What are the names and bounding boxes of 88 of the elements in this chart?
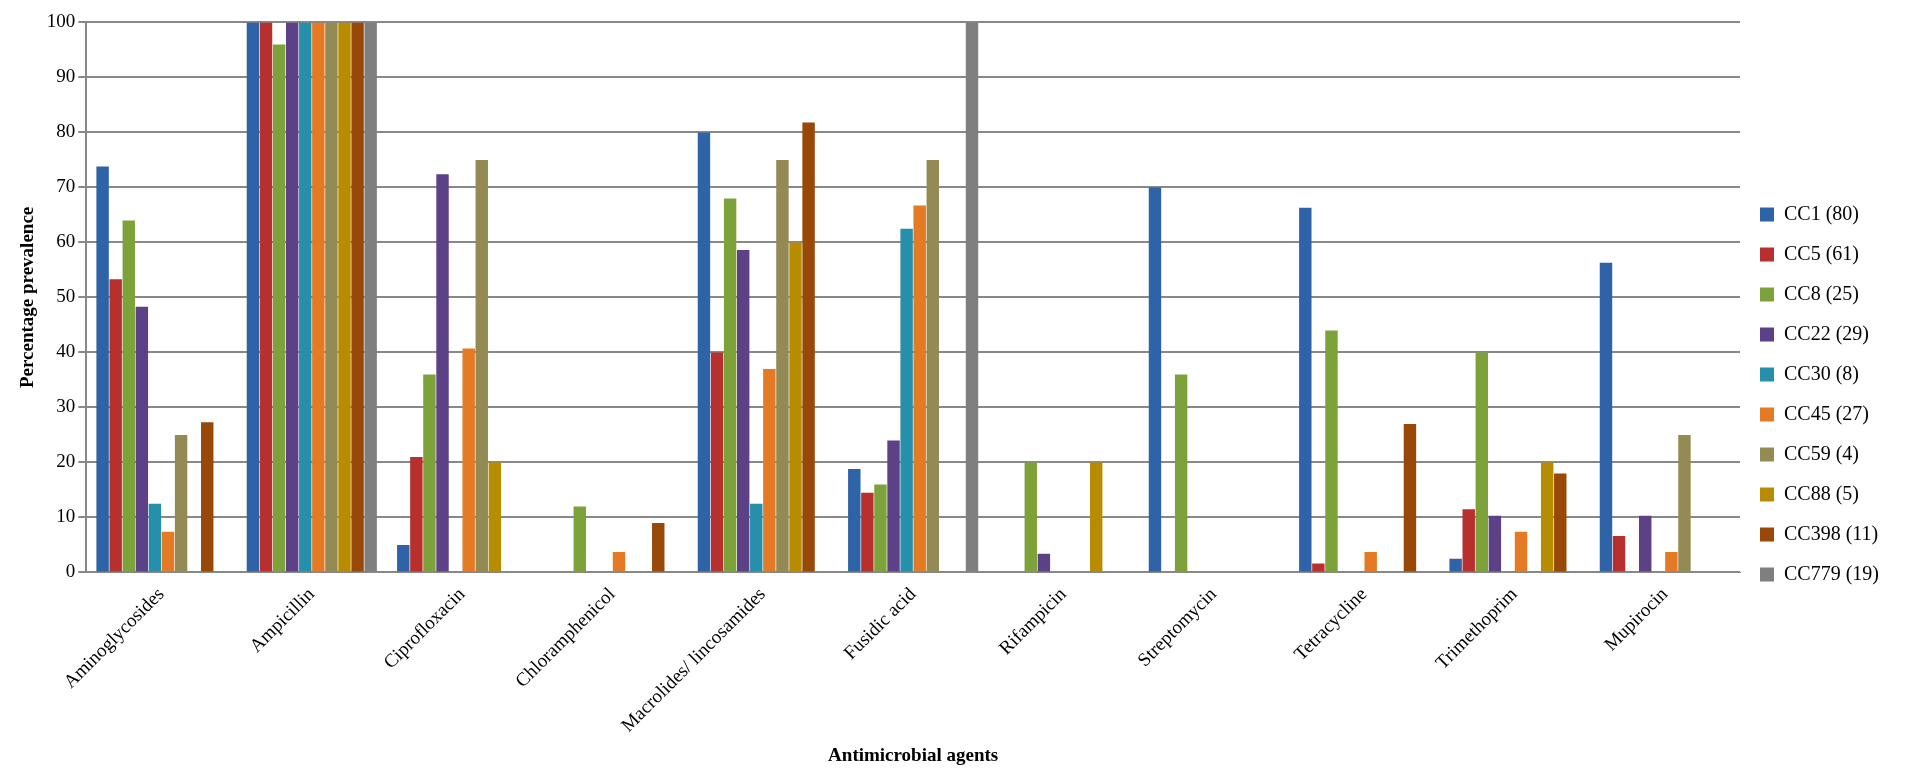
legend-label: CC779 (19) [1784, 561, 1879, 585]
y-tick-label: 30 [56, 395, 76, 417]
bar [1678, 434, 1691, 572]
bar [135, 306, 149, 572]
bar [1488, 515, 1502, 572]
bar [148, 503, 162, 572]
bar [436, 174, 449, 572]
bar [174, 434, 188, 572]
bar [1462, 509, 1475, 572]
y-tick-label: 40 [56, 340, 76, 362]
bar [1612, 536, 1626, 572]
bar [776, 159, 789, 572]
bar [1148, 187, 1162, 572]
bar [1639, 515, 1652, 572]
bar [475, 159, 488, 572]
bar [926, 159, 939, 572]
bar [1403, 423, 1417, 572]
bar [299, 22, 312, 572]
bar [874, 484, 887, 572]
bar [1364, 552, 1377, 572]
bar [1665, 552, 1678, 572]
bar [763, 368, 776, 572]
bar [410, 456, 423, 572]
bar [1037, 553, 1051, 572]
bar [285, 22, 299, 572]
bar [900, 228, 913, 572]
y-tick-label: 20 [56, 450, 76, 472]
y-tick-label: 80 [56, 120, 76, 142]
legend-label: CC8 (25) [1784, 281, 1859, 305]
bar [1599, 262, 1613, 572]
bar [1554, 473, 1567, 572]
y-axis-title: Percentage prevalence [16, 206, 38, 389]
legend-label: CC88 (5) [1784, 481, 1859, 505]
bar [1299, 207, 1312, 572]
bar [1089, 462, 1103, 572]
bar [201, 422, 214, 572]
bar [1024, 462, 1037, 572]
bar [1312, 563, 1325, 572]
bar [750, 503, 763, 572]
bar [1514, 531, 1528, 572]
bar [612, 552, 626, 572]
x-axis-title: Antimicrobial agents [828, 743, 999, 765]
bar [802, 122, 815, 572]
bar [259, 22, 273, 572]
bar [351, 22, 364, 572]
bar [397, 544, 410, 572]
legend-label: CC398 (11) [1784, 521, 1879, 545]
bar [723, 198, 737, 572]
bar [312, 22, 325, 572]
y-tick-label: 90 [56, 65, 76, 87]
bar [246, 22, 260, 572]
bar [161, 531, 175, 572]
legend-label: CC22 (29) [1784, 321, 1869, 345]
y-tick-label: 0 [65, 560, 76, 582]
bar [789, 242, 802, 572]
legend-label: CC30 (8) [1784, 361, 1859, 385]
bar [887, 440, 900, 572]
bar [1325, 330, 1338, 572]
bar [1475, 352, 1489, 572]
bar [109, 279, 122, 572]
bar [96, 166, 109, 572]
bar [861, 492, 874, 572]
bar [423, 374, 436, 572]
bar [848, 469, 861, 572]
bar [573, 506, 586, 572]
bar [710, 352, 724, 572]
bar [736, 250, 750, 572]
y-tick-label: 10 [56, 505, 76, 527]
legend-label: CC5 (61) [1784, 241, 1859, 265]
y-tick-label: 50 [56, 285, 76, 307]
bar [1449, 558, 1462, 572]
legend-label: CC1 (80) [1784, 201, 1859, 225]
bar [913, 205, 926, 572]
bar [1174, 374, 1188, 572]
bar [1540, 462, 1554, 572]
y-tick-label: 100 [46, 10, 76, 32]
bar [325, 22, 338, 572]
y-tick-label: 70 [56, 175, 76, 197]
bar [338, 22, 351, 572]
bar [122, 220, 135, 572]
bar [462, 348, 475, 572]
legend-label: CC45 (27) [1784, 401, 1869, 425]
legend-label: CC59 (4) [1784, 441, 1859, 465]
bar [652, 522, 665, 572]
y-tick-label: 60 [56, 230, 76, 252]
bar [697, 132, 711, 572]
bar [488, 462, 502, 572]
bar [272, 44, 286, 572]
